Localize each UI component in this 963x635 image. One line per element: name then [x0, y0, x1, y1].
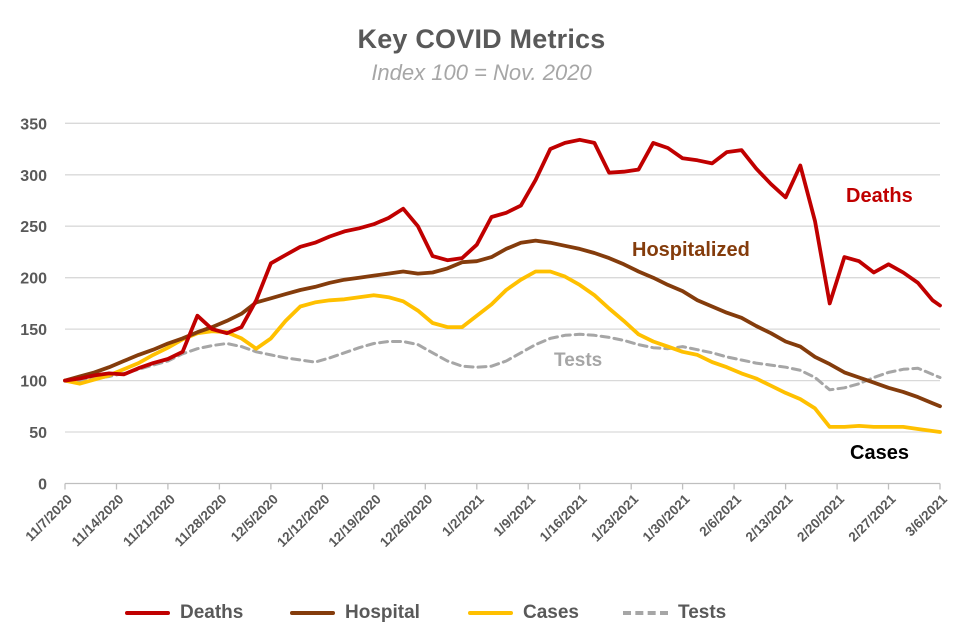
svg-text:100: 100: [20, 374, 47, 391]
chart-subtitle: Index 100 = Nov. 2020: [371, 60, 592, 85]
legend-item-hospital: Hospital: [290, 601, 420, 625]
svg-text:350: 350: [20, 116, 47, 133]
svg-text:12/19/2020: 12/19/2020: [326, 492, 384, 550]
plot-area: 0 50 100 150 200 250 300 350 11/7/202011/14/2020…: [20, 116, 950, 550]
chart-title: Key COVID Metrics: [357, 24, 606, 54]
svg-text:1/23/2021: 1/23/2021: [588, 491, 641, 544]
svg-text:12/26/2020: 12/26/2020: [377, 492, 435, 550]
svg-text:11/28/2020: 11/28/2020: [172, 492, 230, 550]
svg-text:150: 150: [20, 322, 47, 339]
svg-text:11/21/2020: 11/21/2020: [120, 492, 178, 550]
svg-text:50: 50: [29, 425, 47, 442]
svg-text:200: 200: [20, 271, 47, 288]
hospital-line-swatch: [290, 611, 335, 615]
svg-text:11/7/2020: 11/7/2020: [23, 492, 76, 545]
svg-text:2/20/2021: 2/20/2021: [794, 491, 847, 544]
svg-text:2/6/2021: 2/6/2021: [696, 491, 744, 539]
legend-item-cases: Cases: [468, 601, 579, 625]
legend-item-tests: Tests: [623, 601, 726, 625]
series-label-deaths: Deaths: [846, 185, 913, 207]
deaths-line-swatch: [125, 611, 170, 615]
legend-item-deaths: Deaths: [125, 601, 243, 625]
svg-text:1/9/2021: 1/9/2021: [491, 491, 539, 539]
tests-dashed-line-swatch: [623, 611, 668, 615]
svg-text:2/13/2021: 2/13/2021: [743, 491, 796, 544]
svg-text:12/5/2020: 12/5/2020: [228, 492, 281, 545]
svg-text:250: 250: [20, 219, 47, 236]
svg-text:1/16/2021: 1/16/2021: [537, 491, 590, 544]
series-label-tests: Tests: [554, 350, 603, 371]
chart-legend: Deaths Hospital Cases Tests: [0, 601, 963, 627]
legend-label: Cases: [523, 602, 579, 623]
series-label-hospitalized: Hospitalized: [632, 239, 750, 261]
svg-text:300: 300: [20, 168, 47, 185]
legend-label: Hospital: [345, 602, 420, 623]
svg-text:0: 0: [38, 477, 47, 494]
legend-label: Deaths: [180, 602, 244, 623]
cases-line-swatch: [468, 611, 513, 615]
svg-text:2/27/2021: 2/27/2021: [846, 491, 899, 544]
svg-text:3/6/2021: 3/6/2021: [902, 491, 950, 539]
series-label-cases: Cases: [850, 442, 909, 464]
svg-text:12/12/2020: 12/12/2020: [274, 492, 332, 550]
svg-text:1/2/2021: 1/2/2021: [439, 491, 487, 539]
svg-text:1/30/2021: 1/30/2021: [640, 491, 693, 544]
svg-text:11/14/2020: 11/14/2020: [69, 492, 127, 550]
legend-label: Tests: [678, 602, 727, 623]
